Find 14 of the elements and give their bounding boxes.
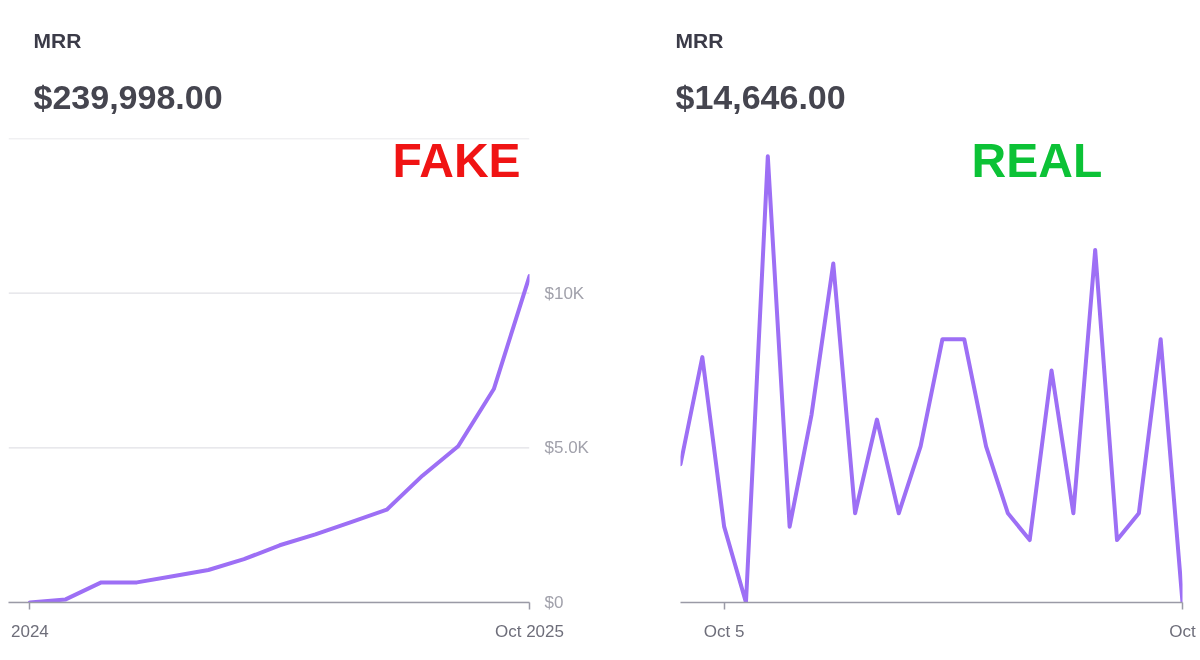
annotation: REAL [971, 133, 1103, 187]
y-tick-label: $10K [544, 283, 585, 303]
y-tick-label: $0 [544, 593, 564, 612]
x-tick-label: 2024 [11, 621, 49, 641]
chart-title: MRR [675, 29, 724, 52]
annotation: FAKE [392, 133, 521, 187]
line-series [27, 274, 530, 603]
x-tick-label: Oct 5 [703, 621, 745, 641]
chart-subtitle: $239,998.00 [33, 77, 223, 116]
chart-subtitle: $14,646.00 [675, 77, 846, 116]
chart-title: MRR [33, 29, 82, 52]
x-tick-label: Oct 2025 [495, 621, 565, 641]
y-tick-label: $5.0K [544, 438, 590, 458]
x-tick-label: Oct [1169, 621, 1196, 641]
